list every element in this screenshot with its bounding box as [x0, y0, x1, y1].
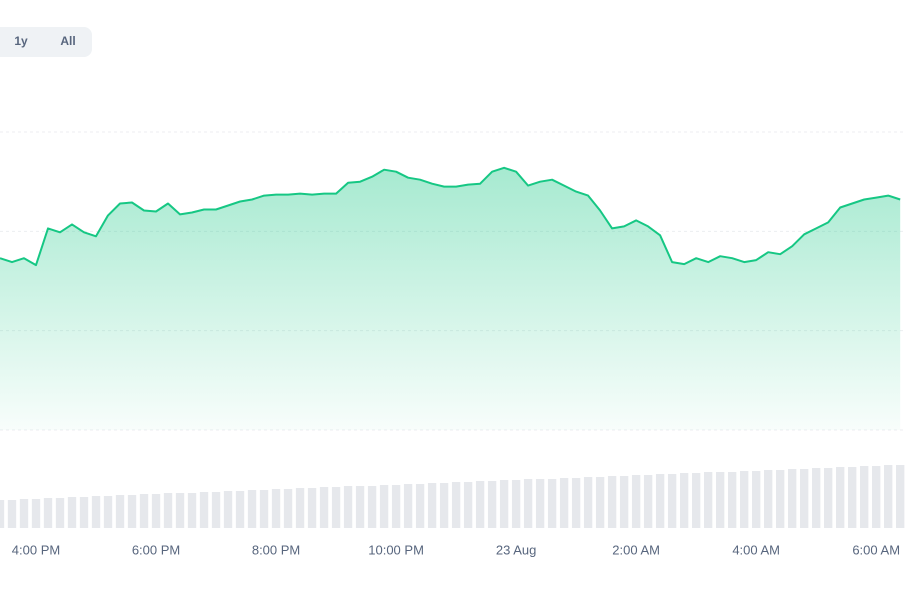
volume-bar [427, 483, 437, 528]
volume-bar [235, 491, 245, 528]
volume-bar [151, 494, 161, 528]
volume-bar [43, 498, 53, 528]
volume-bar [115, 495, 125, 528]
volume-bar [295, 488, 305, 528]
volume-bar [499, 480, 509, 528]
volume-bar [776, 470, 785, 528]
volume-bar [812, 468, 821, 528]
volume-bar [451, 482, 461, 528]
volume-bar [523, 479, 533, 528]
volume-bar [127, 495, 137, 528]
volume-bar [199, 492, 209, 528]
volume-bar [367, 486, 377, 528]
volume-bar [331, 487, 341, 528]
range-button[interactable]: 1y [14, 34, 28, 48]
volume-bar [547, 479, 557, 528]
volume-bar [439, 483, 449, 528]
x-tick-label: 6:00 AM [852, 542, 900, 557]
volume-bar [475, 481, 485, 528]
volume-bar [715, 472, 725, 528]
volume-bar [727, 472, 737, 528]
volume-bar [223, 491, 233, 528]
price-area [0, 167, 901, 431]
volume-bar [571, 478, 581, 528]
volume-bar [559, 478, 569, 528]
volume-bar [703, 472, 713, 528]
volume-bar [872, 466, 881, 528]
volume-bar [607, 476, 617, 528]
volume-bar [79, 497, 89, 528]
volume-bar [67, 497, 77, 528]
volume-bar [55, 498, 65, 528]
volume-bar [800, 469, 809, 528]
volume-bar [0, 500, 5, 528]
volume-bar [103, 496, 113, 528]
volume-bar [259, 490, 269, 528]
volume-bar [343, 486, 353, 528]
volume-bar [848, 467, 857, 528]
x-tick-label: 8:00 PM [252, 542, 300, 557]
volume-bar [187, 493, 197, 528]
volume-bar [175, 493, 185, 528]
volume-bar [307, 488, 317, 528]
volume-bar [487, 481, 497, 528]
x-tick-label: 23 Aug [496, 542, 537, 557]
volume-bar [631, 475, 641, 528]
volume-bar [391, 485, 401, 528]
volume-bar [679, 473, 689, 528]
volume-bar [595, 477, 605, 528]
volume-bar [643, 475, 653, 528]
volume-bar [283, 489, 293, 528]
volume-bar [860, 466, 869, 528]
volume-bar [667, 474, 677, 528]
volume-bar [247, 490, 257, 528]
volume-bar [788, 469, 797, 528]
price-line [0, 166, 901, 267]
volume-bar [463, 482, 473, 528]
volume-bar [415, 484, 425, 528]
volume-bar [139, 494, 149, 528]
volume-bar [355, 486, 365, 528]
volume-bar [379, 485, 389, 528]
volume-bar [403, 484, 413, 528]
volume-bar [739, 471, 749, 528]
volume-bar [655, 474, 665, 528]
volume-bar [511, 480, 521, 528]
range-selector [0, 27, 92, 57]
range-button[interactable]: All [60, 34, 75, 48]
volume-bar [7, 500, 17, 528]
volume-bar [824, 468, 833, 528]
x-tick-label: 4:00 PM [12, 542, 60, 557]
volume-bar [619, 476, 629, 528]
volume-bar [764, 470, 773, 528]
volume-bar [319, 487, 329, 528]
x-tick-label: 10:00 PM [368, 542, 424, 557]
x-tick-label: 2:00 AM [612, 542, 660, 557]
volume-bar [271, 489, 281, 528]
volume-bar [751, 471, 761, 528]
volume-bar [91, 496, 101, 528]
volume-bar [896, 465, 905, 528]
volume-bar [691, 473, 701, 528]
volume-bar [31, 499, 41, 528]
volume-bar [583, 477, 593, 528]
volume-bar [836, 467, 845, 528]
x-tick-label: 6:00 PM [132, 542, 180, 557]
volume-bar [535, 479, 545, 528]
x-tick-label: 4:00 AM [732, 542, 780, 557]
volume-bar [884, 465, 893, 528]
volume-bar [19, 499, 29, 528]
volume-bar [211, 492, 221, 528]
volume-bar [163, 493, 173, 528]
